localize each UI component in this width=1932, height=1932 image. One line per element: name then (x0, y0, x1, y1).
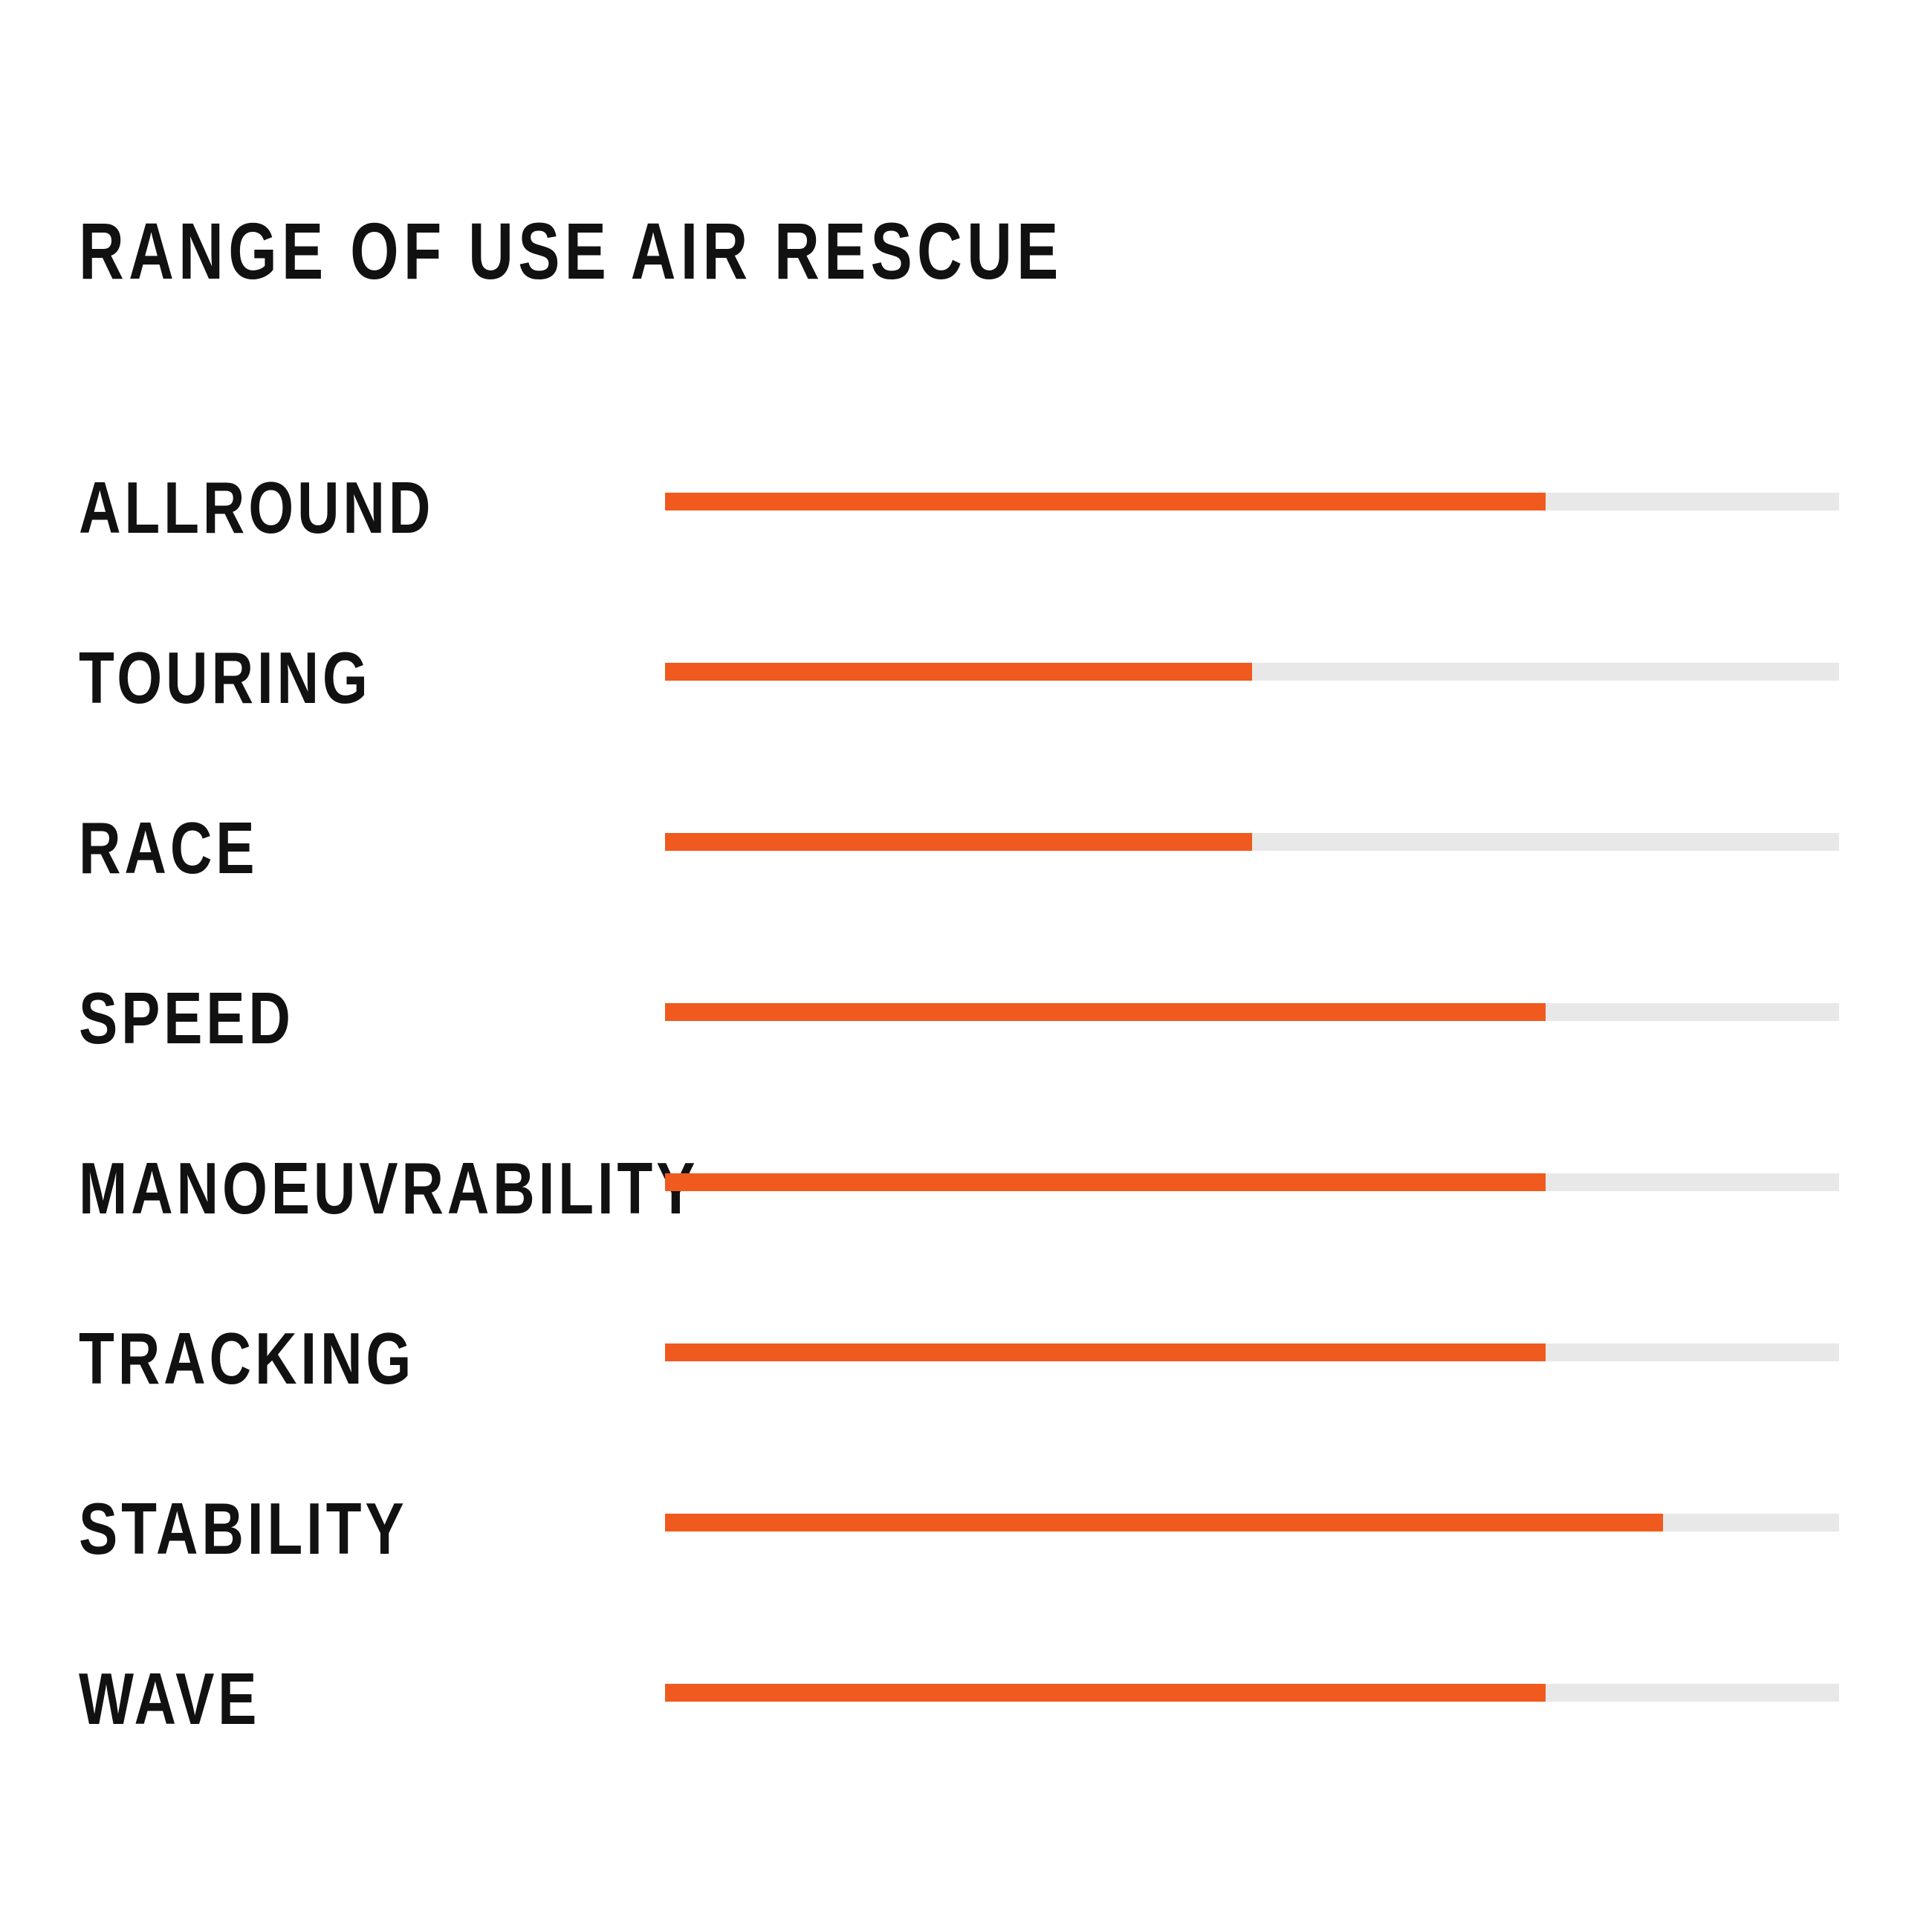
bar-track (665, 1173, 1839, 1191)
chart-title: RANGE OF USE AIR RESCUE (79, 206, 1063, 296)
bar-track (665, 1514, 1839, 1531)
category-label: TRACKING (79, 1317, 415, 1399)
bar-fill (665, 663, 1252, 681)
bar-fill (665, 1684, 1546, 1702)
category-label: RACE (79, 807, 259, 889)
bar-fill (665, 1173, 1546, 1191)
category-label: WAVE (79, 1658, 261, 1740)
bar-fill (665, 1003, 1546, 1021)
category-label: SPEED (79, 977, 294, 1059)
category-label: ALLROUND (79, 467, 435, 548)
bar-fill (665, 833, 1252, 851)
bar-track (665, 1684, 1839, 1702)
bar-fill (665, 1343, 1546, 1361)
bar-track (665, 493, 1839, 510)
category-label: STABILITY (79, 1488, 408, 1569)
bar-fill (665, 1514, 1663, 1531)
bar-track (665, 1343, 1839, 1361)
bar-track (665, 1003, 1839, 1021)
category-label: TOURING (79, 637, 372, 719)
bar-fill (665, 493, 1546, 510)
bar-track (665, 663, 1839, 681)
bar-track (665, 833, 1839, 851)
category-label: MANOEUVRABILITY (79, 1147, 699, 1229)
